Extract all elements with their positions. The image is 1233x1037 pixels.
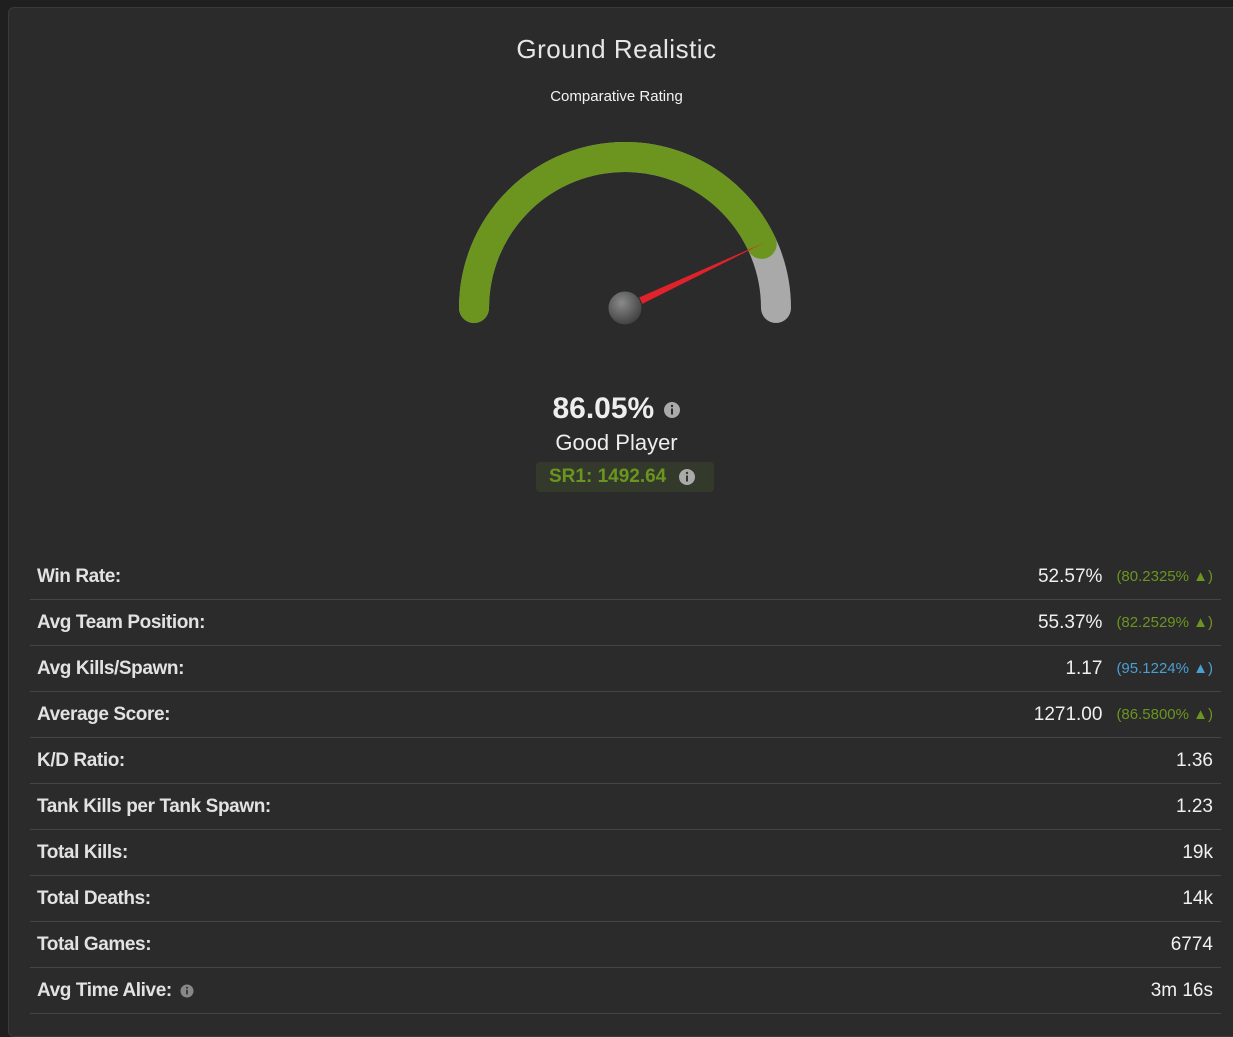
stat-row: Total Kills: 19k bbox=[30, 830, 1221, 876]
stat-label-cell: Win Rate: bbox=[37, 566, 1038, 588]
stat-value: 52.57% bbox=[1037, 565, 1103, 587]
stat-value: 6774 bbox=[1170, 933, 1213, 955]
stat-label: Avg Kills/Spawn: bbox=[37, 657, 185, 679]
info-icon bbox=[678, 468, 695, 485]
subtitle: Comparative Rating bbox=[550, 88, 683, 105]
stat-value: 55.37% bbox=[1037, 611, 1103, 633]
stat-row: Total Games: 6774 bbox=[30, 922, 1221, 968]
stat-label-cell: Total Games: bbox=[37, 934, 1171, 956]
stat-value: 1.36 bbox=[1176, 749, 1213, 771]
stats-table: Win Rate: 52.57% (80.2325% ▲) Avg Team Posi… bbox=[30, 554, 1221, 1014]
rating-value: 86.05% bbox=[0, 392, 1233, 426]
stat-label: Average Score: bbox=[37, 703, 171, 725]
stat-percentile: (86.5800% ▲) bbox=[1116, 706, 1213, 723]
stat-row: Tank Kills per Tank Spawn: 1.23 bbox=[30, 784, 1221, 830]
stat-label: Total Kills: bbox=[37, 841, 128, 863]
stat-value: 1271.00 bbox=[1033, 703, 1103, 725]
stat-label-cell: Total Deaths: bbox=[37, 888, 1182, 910]
stat-row: Total Deaths: 14k bbox=[30, 876, 1221, 922]
stat-row: K/D Ratio: 1.36 bbox=[30, 738, 1221, 784]
stat-label-cell: K/D Ratio: bbox=[37, 750, 1176, 772]
stat-value: 1.17 bbox=[1065, 657, 1103, 679]
stat-label-cell: Average Score: bbox=[37, 704, 1034, 726]
stat-row: Win Rate: 52.57% (80.2325% ▲) bbox=[30, 554, 1221, 600]
stat-value: 19k bbox=[1182, 841, 1213, 863]
stat-label: Total Deaths: bbox=[37, 887, 151, 909]
info-icon bbox=[663, 402, 680, 419]
stat-label: Tank Kills per Tank Spawn: bbox=[37, 795, 271, 817]
stat-label: K/D Ratio: bbox=[37, 749, 125, 771]
stat-percentile: (95.1224% ▲) bbox=[1116, 660, 1213, 677]
stat-row: Avg Team Position: 55.37% (82.2529% ▲) bbox=[30, 600, 1221, 646]
stat-row: Avg Time Alive: 3m 16s bbox=[30, 968, 1221, 1014]
stat-label-cell: Avg Team Position: bbox=[37, 612, 1038, 634]
gauge-needle bbox=[623, 242, 766, 312]
stat-label-cell: Tank Kills per Tank Spawn: bbox=[37, 796, 1176, 818]
info-icon bbox=[180, 984, 194, 997]
stat-label: Total Games: bbox=[37, 933, 152, 955]
verdict: Good Player bbox=[555, 430, 678, 455]
sr-badge: SR1: 1492.64 bbox=[536, 462, 714, 492]
gauge-hub bbox=[607, 290, 643, 326]
stat-percentile: (80.2325% ▲) bbox=[1116, 568, 1213, 585]
stat-value: 1.23 bbox=[1176, 795, 1213, 817]
stat-label-cell: Total Kills: bbox=[37, 842, 1182, 864]
title: Ground Realistic bbox=[516, 34, 717, 64]
stat-value: 3m 16s bbox=[1150, 979, 1213, 1001]
stat-label: Avg Time Alive: bbox=[37, 979, 172, 1001]
stat-value: 14k bbox=[1182, 887, 1213, 909]
stat-row: Avg Kills/Spawn: 1.17 (95.1224% ▲) bbox=[30, 646, 1221, 692]
stat-label: Win Rate: bbox=[37, 565, 121, 587]
stat-label-cell: Avg Time Alive: bbox=[37, 980, 1151, 1002]
stat-row: Average Score: 1271.00 (86.5800% ▲) bbox=[30, 692, 1221, 738]
stat-label-cell: Avg Kills/Spawn: bbox=[37, 658, 1065, 680]
stat-percentile: (82.2529% ▲) bbox=[1116, 614, 1213, 631]
gauge-track bbox=[459, 142, 791, 323]
stat-label: Avg Team Position: bbox=[37, 611, 206, 633]
gauge bbox=[459, 142, 791, 326]
gauge-fill bbox=[459, 142, 777, 323]
panel bbox=[8, 7, 1233, 1037]
